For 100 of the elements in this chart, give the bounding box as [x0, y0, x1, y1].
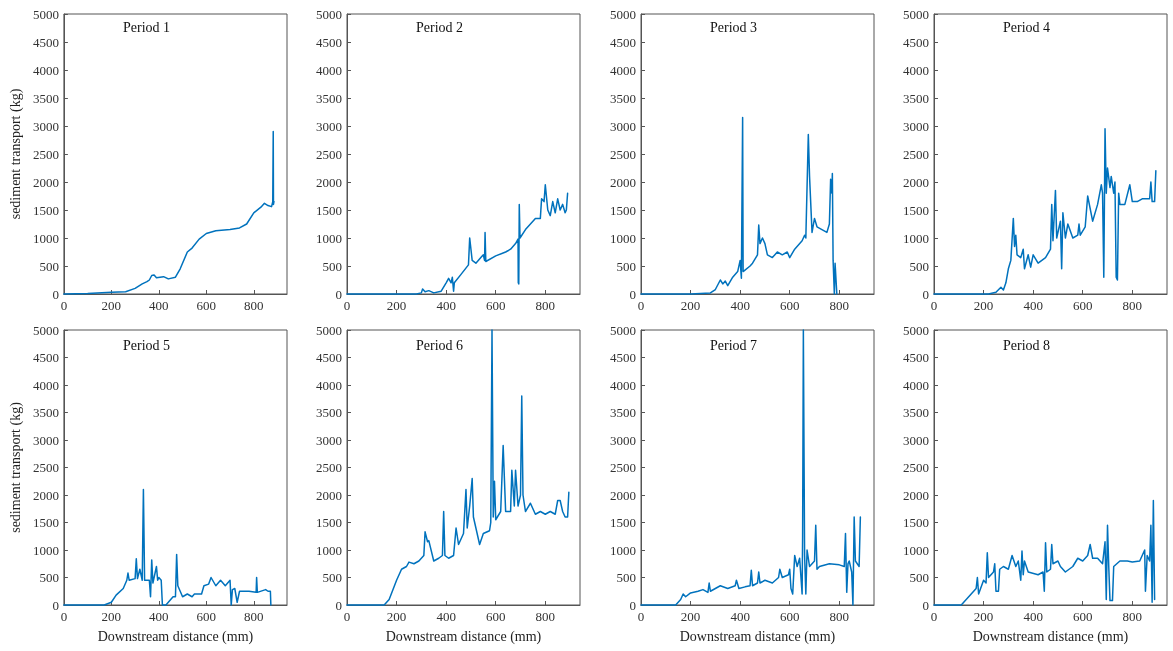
- chart-title: Period 4: [1002, 19, 1050, 35]
- y-tick-label: 4500: [902, 34, 929, 50]
- y-tick-label: 500: [322, 258, 343, 274]
- x-tick-label: 400: [436, 298, 457, 313]
- y-tick-label: 1000: [902, 230, 929, 246]
- y-tick-label: 0: [629, 597, 636, 613]
- x-tick-label: 600: [779, 298, 799, 313]
- x-tick-label: 800: [829, 298, 849, 313]
- y-tick-label: 3000: [609, 432, 636, 448]
- y-tick-label: 1000: [902, 542, 929, 558]
- y-tick-label: 1500: [609, 202, 636, 218]
- y-tick-label: 3500: [32, 405, 59, 420]
- line-series: [63, 488, 272, 606]
- y-tick-label: 2000: [32, 487, 59, 503]
- line-series: [639, 116, 838, 295]
- y-tick-label: 5000: [32, 322, 59, 338]
- y-tick-label: 3500: [902, 405, 929, 420]
- y-tick-label: 2500: [32, 460, 59, 475]
- x-tick-label: 800: [829, 609, 849, 624]
- x-tick-label: 200: [680, 609, 700, 624]
- y-tick-label: 4000: [902, 62, 929, 78]
- y-tick-label: 500: [322, 570, 343, 585]
- x-tick-label: 600: [196, 298, 217, 313]
- x-tick-label: 400: [729, 298, 750, 313]
- y-tick-label: 1000: [609, 542, 636, 558]
- x-tick-label: 400: [729, 609, 750, 624]
- y-tick-label: 0: [629, 286, 636, 302]
- y-tick-label: 0: [922, 286, 929, 302]
- y-tick-label: 1000: [609, 230, 636, 246]
- x-tick-label: 600: [486, 609, 506, 624]
- y-tick-label: 3500: [316, 90, 343, 106]
- y-tick-label: 2000: [609, 487, 636, 503]
- y-tick-label: 0: [922, 597, 929, 613]
- y-tick-label: 3000: [902, 118, 929, 134]
- y-tick-label: 5000: [316, 6, 343, 22]
- y-tick-label: 500: [39, 570, 59, 585]
- line-series: [63, 130, 275, 295]
- y-tick-label: 2500: [609, 146, 636, 162]
- y-tick-label: 500: [909, 258, 929, 274]
- y-tick-label: 2500: [902, 146, 929, 162]
- x-tick-label: 400: [436, 609, 457, 624]
- y-tick-label: 2500: [902, 460, 929, 475]
- y-tick-label: 4500: [32, 350, 59, 365]
- x-tick-label: 600: [1072, 298, 1093, 313]
- y-tick-label: 3000: [316, 432, 343, 448]
- y-tick-label: 4000: [902, 377, 929, 393]
- x-tick-label: 400: [1023, 298, 1043, 313]
- x-tick-label: 200: [973, 298, 994, 313]
- y-tick-label: 0: [335, 286, 343, 302]
- y-tick-label: 4000: [609, 62, 636, 78]
- x-tick-label: 800: [244, 609, 264, 624]
- x-tick-label: 800: [535, 609, 556, 624]
- x-tick-label: 800: [244, 298, 264, 313]
- y-tick-label: 3500: [316, 405, 343, 420]
- x-tick-label: 400: [1023, 609, 1043, 624]
- y-tick-label: 500: [616, 570, 636, 585]
- y-tick-label: 0: [52, 597, 59, 613]
- y-tick-label: 0: [52, 286, 59, 302]
- y-tick-label: 5000: [609, 6, 636, 22]
- x-tick-label: 200: [101, 609, 122, 624]
- y-axis-title: sediment transport (kg): [7, 401, 24, 533]
- y-tick-label: 2000: [316, 487, 343, 503]
- y-tick-label: 4000: [32, 62, 59, 78]
- x-tick-label: 400: [149, 609, 169, 624]
- x-tick-label: 800: [1122, 609, 1142, 624]
- y-tick-label: 2500: [316, 460, 343, 475]
- x-tick-label: 600: [1072, 609, 1093, 624]
- y-tick-label: 3000: [32, 432, 59, 448]
- y-tick-label: 2500: [609, 460, 636, 475]
- y-tick-label: 3000: [32, 118, 59, 134]
- y-tick-label: 2000: [32, 174, 59, 190]
- y-tick-label: 4500: [316, 34, 343, 50]
- x-axis-title: Downstream distance (mm): [679, 628, 836, 645]
- y-tick-label: 4500: [316, 350, 343, 365]
- y-tick-label: 2500: [32, 146, 59, 162]
- text: Period 7: [709, 337, 757, 353]
- x-tick-label: 800: [1122, 298, 1142, 313]
- text: Period 5: [122, 337, 171, 353]
- y-tick-label: 3500: [32, 90, 59, 106]
- x-tick-label: 600: [196, 609, 217, 624]
- y-tick-label: 1500: [316, 202, 343, 218]
- y-tick-label: 3000: [316, 118, 343, 134]
- text: Period 8: [1002, 337, 1050, 353]
- chart-title: Period 2: [416, 19, 464, 35]
- y-tick-label: 2000: [902, 174, 929, 190]
- chart-title: Period 1: [122, 19, 171, 35]
- x-axis-title: Downstream distance (mm): [97, 628, 254, 645]
- y-tick-label: 0: [335, 597, 343, 613]
- y-tick-label: 3500: [609, 90, 636, 106]
- y-tick-label: 3000: [902, 432, 929, 448]
- y-tick-label: 500: [616, 258, 636, 274]
- y-tick-label: 1500: [609, 515, 636, 530]
- x-tick-label: 200: [387, 298, 407, 313]
- y-tick-label: 1500: [902, 515, 929, 530]
- x-axis-title: Downstream distance (mm): [385, 628, 542, 645]
- y-tick-label: 1500: [902, 202, 929, 218]
- y-tick-label: 4000: [32, 377, 59, 393]
- y-tick-label: 4500: [609, 34, 636, 50]
- y-tick-label: 3500: [902, 90, 929, 106]
- y-tick-label: 5000: [902, 6, 929, 22]
